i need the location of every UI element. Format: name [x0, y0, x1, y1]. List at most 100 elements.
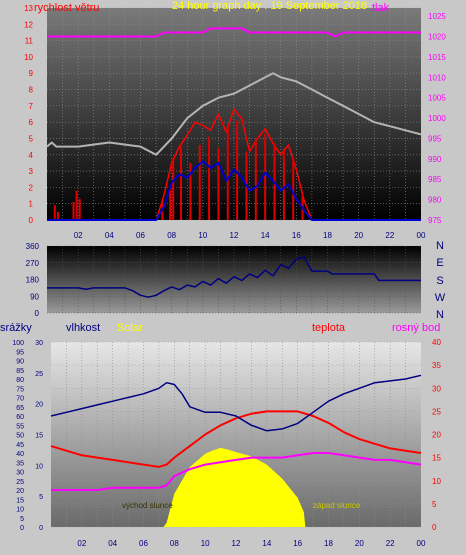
precipitation-tick: 25: [16, 479, 24, 486]
wind-speed-label: rychlost větru: [34, 2, 99, 14]
temperature-tick: 10: [432, 477, 441, 486]
temperature-tick: 25: [432, 407, 441, 416]
pressure-tick: 985: [428, 175, 442, 184]
wind-speed-tick: 1: [29, 200, 34, 209]
time-tick-label: 20: [354, 231, 363, 240]
temperature-tick: 5: [432, 500, 437, 509]
time-tick-label: 04: [105, 231, 114, 240]
time-tick-label: 00: [417, 231, 426, 240]
pressure-tick: 980: [428, 196, 442, 205]
panel-direction-grid: [47, 245, 421, 314]
precipitation-tick: 30: [16, 470, 24, 477]
time-tick-label: 08: [167, 231, 176, 240]
time-tick-label: 02: [77, 539, 86, 548]
precipitation-tick: 75: [16, 386, 24, 393]
time-tick-label: 20: [355, 539, 364, 548]
time-tick-label: 06: [139, 539, 148, 548]
pressure-line: [47, 27, 421, 38]
legend-label: Solar: [117, 322, 143, 334]
legend-label: teplota: [312, 322, 346, 334]
pressure-tick: 990: [428, 155, 442, 164]
pressure-tick: 1005: [428, 94, 446, 103]
temperature-tick: 30: [432, 384, 441, 393]
time-tick-label: 00: [417, 539, 426, 548]
wind-speed-tick: 10: [24, 53, 33, 62]
panel-bottom-series: [50, 374, 422, 527]
compass-label: N: [436, 240, 444, 252]
precipitation-tick: 85: [16, 368, 24, 375]
direction-degree-tick: 360: [26, 242, 40, 251]
direction-degree-tick: 0: [35, 309, 40, 318]
panel-direction-series: [47, 256, 421, 298]
wind-speed-tick: 4: [29, 151, 34, 160]
precipitation-tick: 60: [16, 414, 24, 421]
wind-speed-tick: 12: [24, 20, 33, 29]
temperature-axis: 0 5 10 15 20 25 30 35 40: [432, 338, 441, 532]
pressure-tick: 1025: [428, 12, 446, 21]
precipitation-tick: 0: [20, 525, 24, 532]
legend-label: rosný bod: [392, 322, 440, 334]
time-tick-label: 18: [323, 231, 332, 240]
series-line-blue: [47, 160, 421, 221]
precipitation-tick: 45: [16, 442, 24, 449]
wind-speed-tick: 13: [24, 4, 33, 13]
pressure-tick: 995: [428, 134, 442, 143]
time-tick-label: 22: [386, 539, 395, 548]
precipitation-tick: 35: [16, 460, 24, 467]
time-tick-label: 06: [136, 231, 145, 240]
wind-speed-tick: 11: [25, 37, 34, 46]
wind-speed-tick: 0: [29, 216, 34, 225]
compass-label: E: [436, 257, 443, 269]
time-tick-label: 10: [198, 231, 207, 240]
precipitation-tick: 50: [16, 433, 24, 440]
humidity-tick: 30: [35, 340, 43, 347]
time-tick-label: 12: [230, 231, 239, 240]
humidity-line: [50, 374, 422, 432]
pressure-tick: 975: [428, 216, 442, 225]
precipitation-tick: 95: [16, 349, 24, 356]
wind-speed-tick: 9: [29, 69, 34, 78]
legend-label: srážky: [0, 322, 32, 334]
series-line-red: [47, 108, 421, 221]
compass-label: W: [435, 292, 446, 304]
series-line-gray: [46, 72, 422, 156]
pressure-tick: 1010: [428, 73, 446, 82]
compass-label: N: [436, 309, 444, 321]
precipitation-tick: 5: [20, 516, 24, 523]
precipitation-tick: 100: [12, 340, 24, 347]
pressure-tick: 1015: [428, 53, 446, 62]
precipitation-tick: 10: [16, 507, 24, 514]
direction-degree-tick: 90: [30, 292, 39, 301]
wind-speed-tick: 8: [29, 86, 34, 95]
humidity-tick: 0: [39, 525, 43, 532]
wind-speed-tick: 5: [29, 134, 34, 143]
precipitation-tick: 70: [16, 396, 24, 403]
precipitation-tick: 15: [16, 497, 24, 504]
panel-bottom-time-axis: 02 04 06 08 10 12 14 16 18 20 22 00: [77, 539, 426, 548]
pressure-tick: 1020: [428, 33, 446, 42]
pressure-tick: 1000: [428, 114, 446, 123]
wind-speed-tick: 6: [29, 118, 34, 127]
pressure-label: tlak: [372, 2, 390, 14]
sunrise-annotation: východ slunce: [122, 501, 173, 510]
time-tick-label: 14: [262, 539, 271, 548]
panel-bottom-labels: srážky vlhkost Solar teplota rosný bod východ…: [0, 322, 440, 510]
temperature-line: [50, 410, 422, 468]
panel-top-time-axis: 02 04 06 08 10 12 14 16 18 20 22 00: [74, 231, 426, 240]
sunset-annotation: západ slunce: [313, 501, 361, 510]
pressure-axis: 975 980 985 990 995 1000 1005 1010 1015 1020 1025: [428, 12, 446, 225]
legend-label: vlhkost: [66, 322, 100, 334]
humidity-tick: 10: [35, 463, 43, 470]
time-tick-label: 14: [261, 231, 270, 240]
compass-label: S: [436, 275, 443, 287]
time-tick-label: 08: [170, 539, 179, 548]
temperature-tick: 0: [432, 523, 437, 532]
panel-top-series: [46, 27, 422, 221]
temperature-tick: 20: [432, 431, 441, 440]
panel-bottom-grid: [51, 341, 421, 528]
time-tick-label: 18: [324, 539, 333, 548]
dewpoint-line: [51, 452, 422, 491]
humidity-tick: 20: [35, 402, 43, 409]
time-tick-label: 02: [74, 231, 83, 240]
